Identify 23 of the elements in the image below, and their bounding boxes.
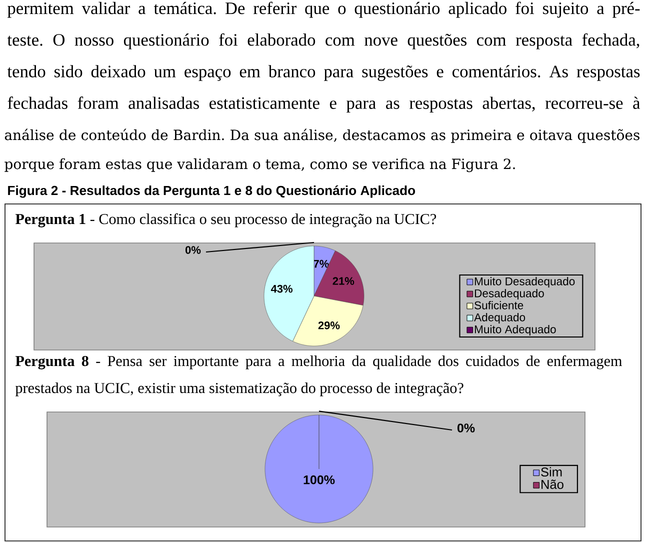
data-label: 43% [270,284,293,293]
text: Figura 2 - Resultados da Pergunta 1 e 8 do Questionário Aplicado [8,185,416,198]
text: análise de conteúdo de Bardin. Da sua análise, destacamos as primeira e oitava questões [4,128,640,143]
text: teste. O nosso questionário foi elaborado com nove questões com resposta fechada, [7,33,640,50]
legend-label: Muito Desadequado [474,277,575,288]
data-label: 21% [332,277,354,285]
data-label: 100% [304,475,335,484]
chart-title: Pergunta 8 - Pensa ser importante para a melhoria da qualidade dos cuidados de enfermagem prestados na UCIC, existir uma sistematização do processo de integração? [15,355,622,396]
chart-title: Pergunta 1 - Como classifica o seu processo de integração na UCIC? [15,213,436,228]
legend-label: Suficiente [474,301,524,310]
text: porque foram estas que validaram o tema, como se verifica na Figura 2. [4,158,515,172]
data-label: 7% [314,260,329,268]
data-label: 29% [318,322,340,330]
legend-label: Adequado [474,313,526,324]
text: fechadas foram analisadas estatisticamente e para as respostas abertas, recorreu-se à [8,96,640,112]
text: permitem validar a temática. De referir que o questionário aplicado foi sujeito a pré- [7,2,640,18]
text: 0% [457,424,475,432]
legend-label: Não [542,480,564,489]
legend-label: Desadequado [474,289,544,300]
legend-label: Muito Adequado [474,325,556,336]
text: tendo sido deixado um espaço em branco para sugestões e comentários. As respostas [7,65,640,81]
text: 0% [185,246,201,254]
legend-label: Sim [541,467,562,477]
